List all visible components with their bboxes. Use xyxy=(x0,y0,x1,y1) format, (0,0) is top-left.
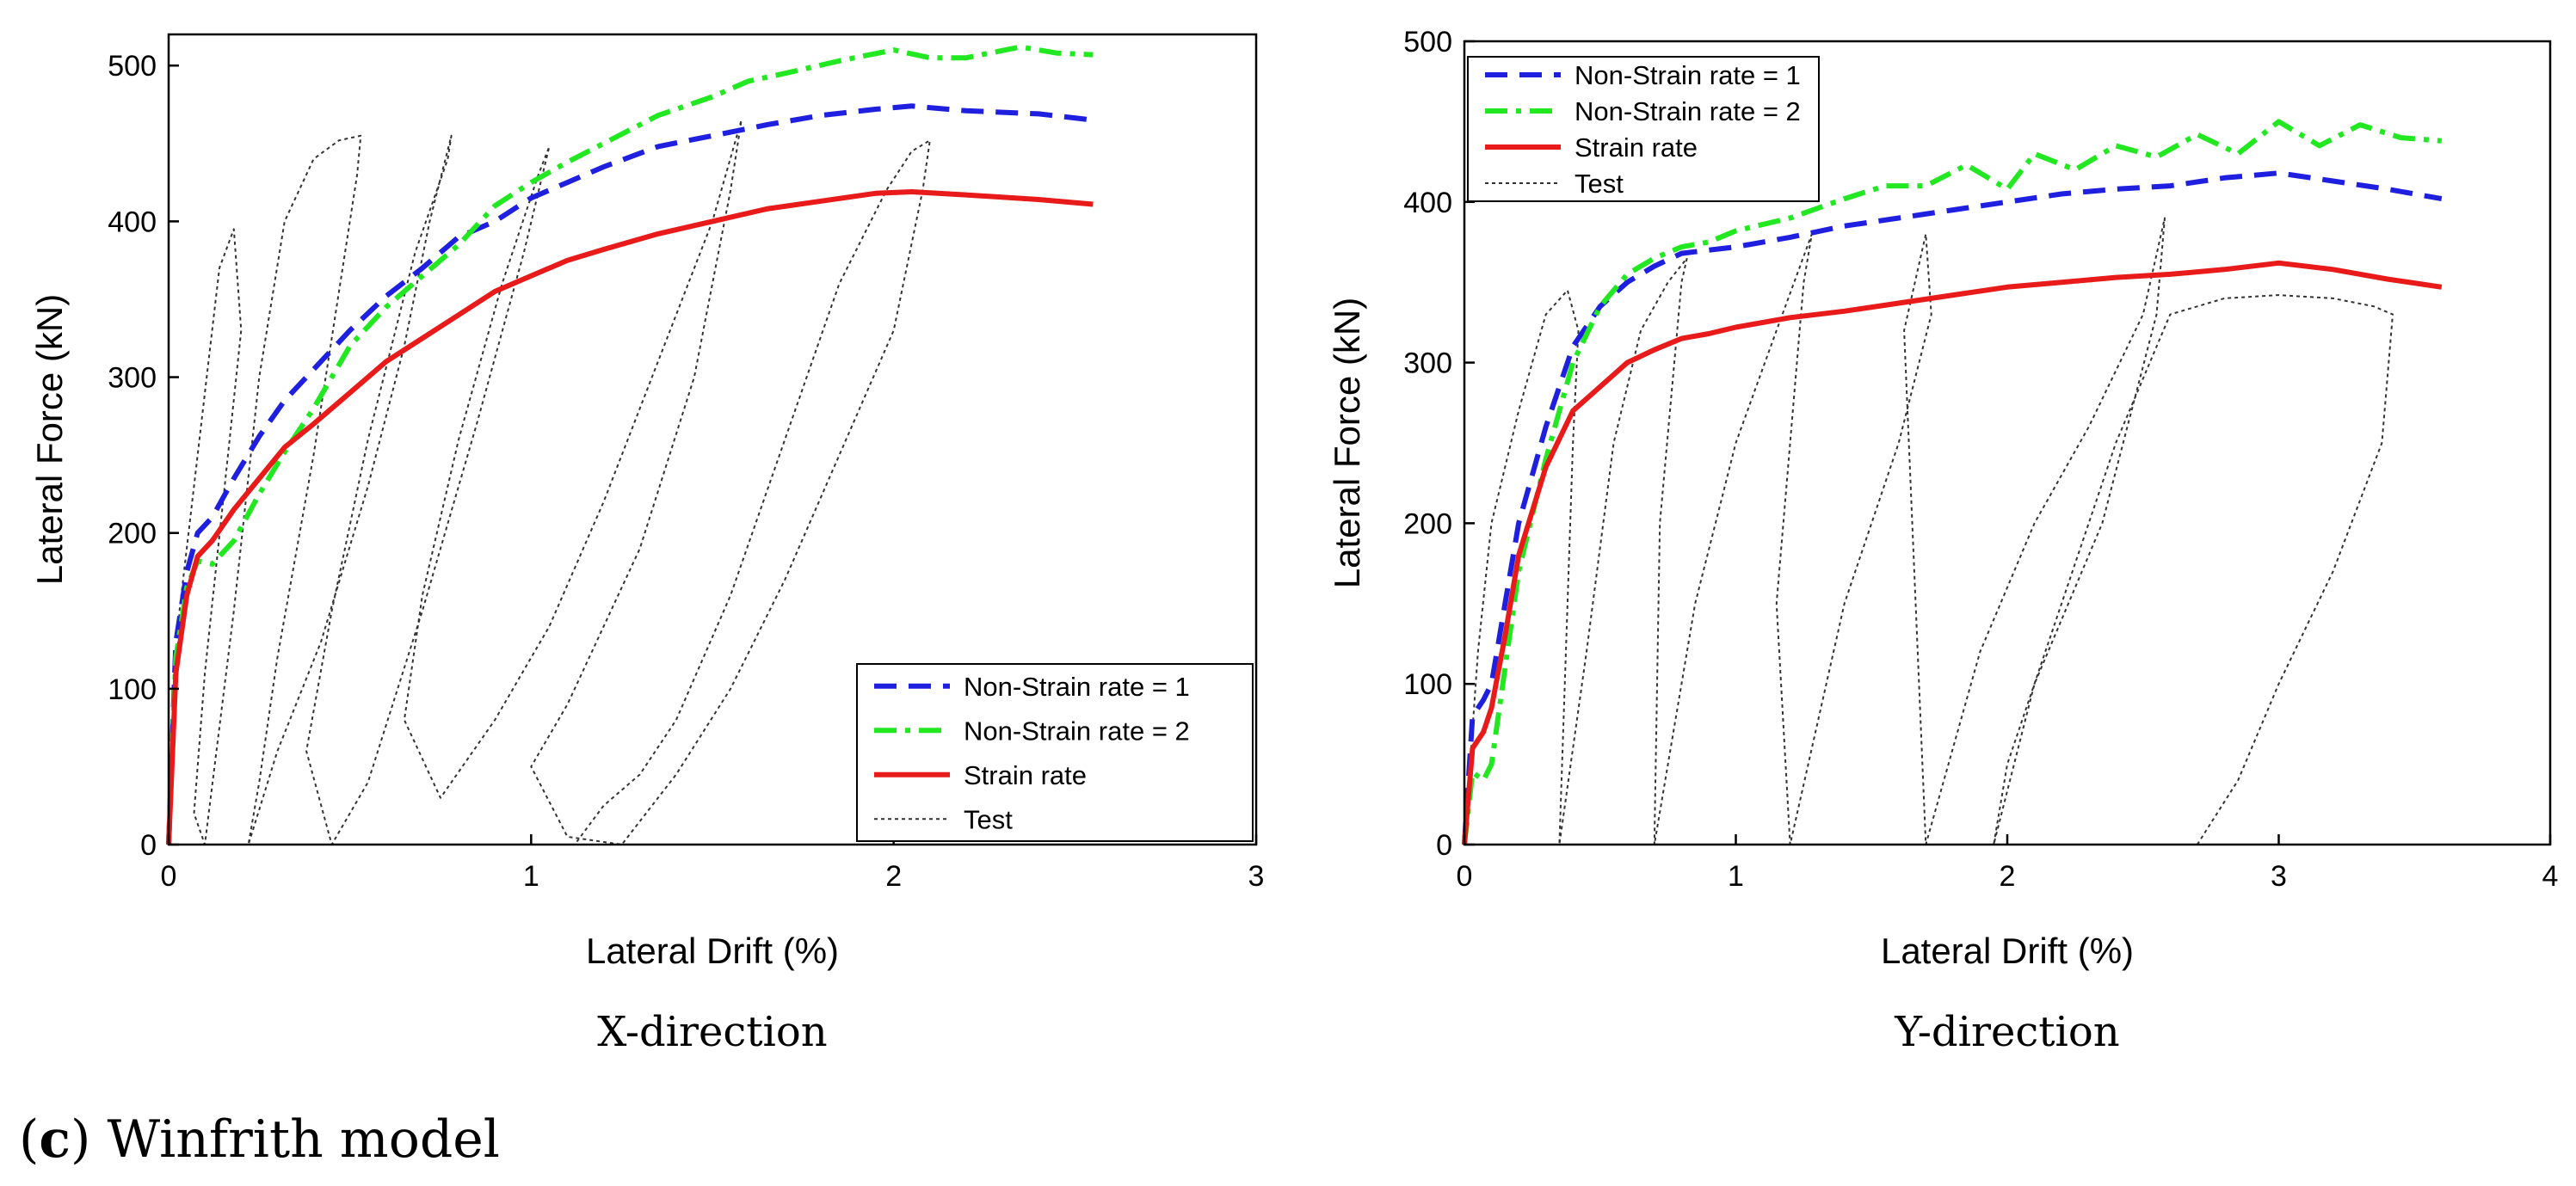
y-tick-label: 500 xyxy=(1403,26,1452,58)
x-tick-label: 1 xyxy=(523,860,539,893)
legend-label-strain-rate: Strain rate xyxy=(964,760,1087,790)
axis-ticks: 0 1 2 3 0 100 200 300 400 500 xyxy=(108,50,1264,893)
x-tick-label: 4 xyxy=(2542,860,2559,893)
plot-area-marks xyxy=(166,44,1094,845)
y-axis-label: Lateral Force (kN) xyxy=(1327,298,1367,588)
chart-x-direction: 0 1 2 3 0 100 200 300 400 500 Lateral Drift (%) L… xyxy=(29,33,1264,1056)
x-tick-label: 2 xyxy=(885,860,902,893)
axis-ticks: 0 1 2 3 4 0 100 200 300 400 500 xyxy=(1403,26,2558,893)
y-tick-label: 0 xyxy=(1436,829,1452,862)
legend-label-strain-rate: Strain rate xyxy=(1575,132,1698,163)
y-tick-label: 100 xyxy=(1403,668,1452,701)
plot-area-marks xyxy=(1462,119,2443,845)
y-tick-label: 200 xyxy=(108,518,157,550)
y-tick-label: 500 xyxy=(108,50,157,83)
y-tick-label: 300 xyxy=(108,362,157,395)
series-line-strain-rate xyxy=(166,189,1094,845)
legend-label-non-strain-rate-2: Non-Strain rate = 2 xyxy=(1575,96,1801,126)
legend-label-non-strain-rate-1: Non-Strain rate = 1 xyxy=(1575,60,1801,90)
panel-caption: Y-direction xyxy=(1894,1008,2119,1056)
y-tick-label: 300 xyxy=(1403,347,1452,380)
series-line-strain-rate xyxy=(1462,260,2443,845)
x-tick-label: 0 xyxy=(1457,860,1473,893)
series-line-non-strain-rate-1 xyxy=(1462,170,2443,845)
legend-box xyxy=(856,663,1254,842)
figure-caption-rest: ) Winfrith model xyxy=(71,1109,500,1170)
x-tick-label: 1 xyxy=(1728,860,1744,893)
figure-caption-prefix: ( xyxy=(19,1109,39,1170)
x-axis-label: Lateral Drift (%) xyxy=(586,931,839,971)
y-tick-label: 0 xyxy=(140,829,157,862)
series-line-non-strain-rate-2 xyxy=(166,44,1094,845)
y-tick-label: 400 xyxy=(108,206,157,238)
x-tick-label: 3 xyxy=(2271,860,2287,893)
x-tick-label: 2 xyxy=(2000,860,2016,893)
figure-caption: (c) Winfrith model xyxy=(19,1109,500,1170)
legend-box xyxy=(1467,56,1820,202)
series-line-non-strain-rate-2 xyxy=(1462,119,2443,845)
figure-caption-letter: c xyxy=(39,1109,71,1170)
legend-label-non-strain-rate-2: Non-Strain rate = 2 xyxy=(964,716,1190,746)
x-tick-label: 3 xyxy=(1248,860,1265,893)
x-axis-label: Lateral Drift (%) xyxy=(1881,931,2134,971)
y-tick-label: 200 xyxy=(1403,507,1452,540)
legend: Non-Strain rate = 1 Non-Strain rate = 2 St… xyxy=(1467,56,1820,202)
series-line-test xyxy=(1464,217,2394,845)
y-tick-label: 400 xyxy=(1403,187,1452,219)
plot-frame xyxy=(167,33,1258,846)
legend-label-test: Test xyxy=(1575,169,1624,199)
series-line-non-strain-rate-1 xyxy=(166,103,1094,845)
x-tick-label: 0 xyxy=(161,860,177,893)
legend-label-test: Test xyxy=(964,804,1013,834)
panel-caption: X-direction xyxy=(597,1008,827,1056)
y-tick-label: 100 xyxy=(108,673,157,706)
y-axis-label: Lateral Force (kN) xyxy=(29,294,70,585)
legend: Non-Strain rate = 1 Non-Strain rate = 2 St… xyxy=(856,663,1254,842)
legend-label-non-strain-rate-1: Non-Strain rate = 1 xyxy=(964,672,1190,702)
